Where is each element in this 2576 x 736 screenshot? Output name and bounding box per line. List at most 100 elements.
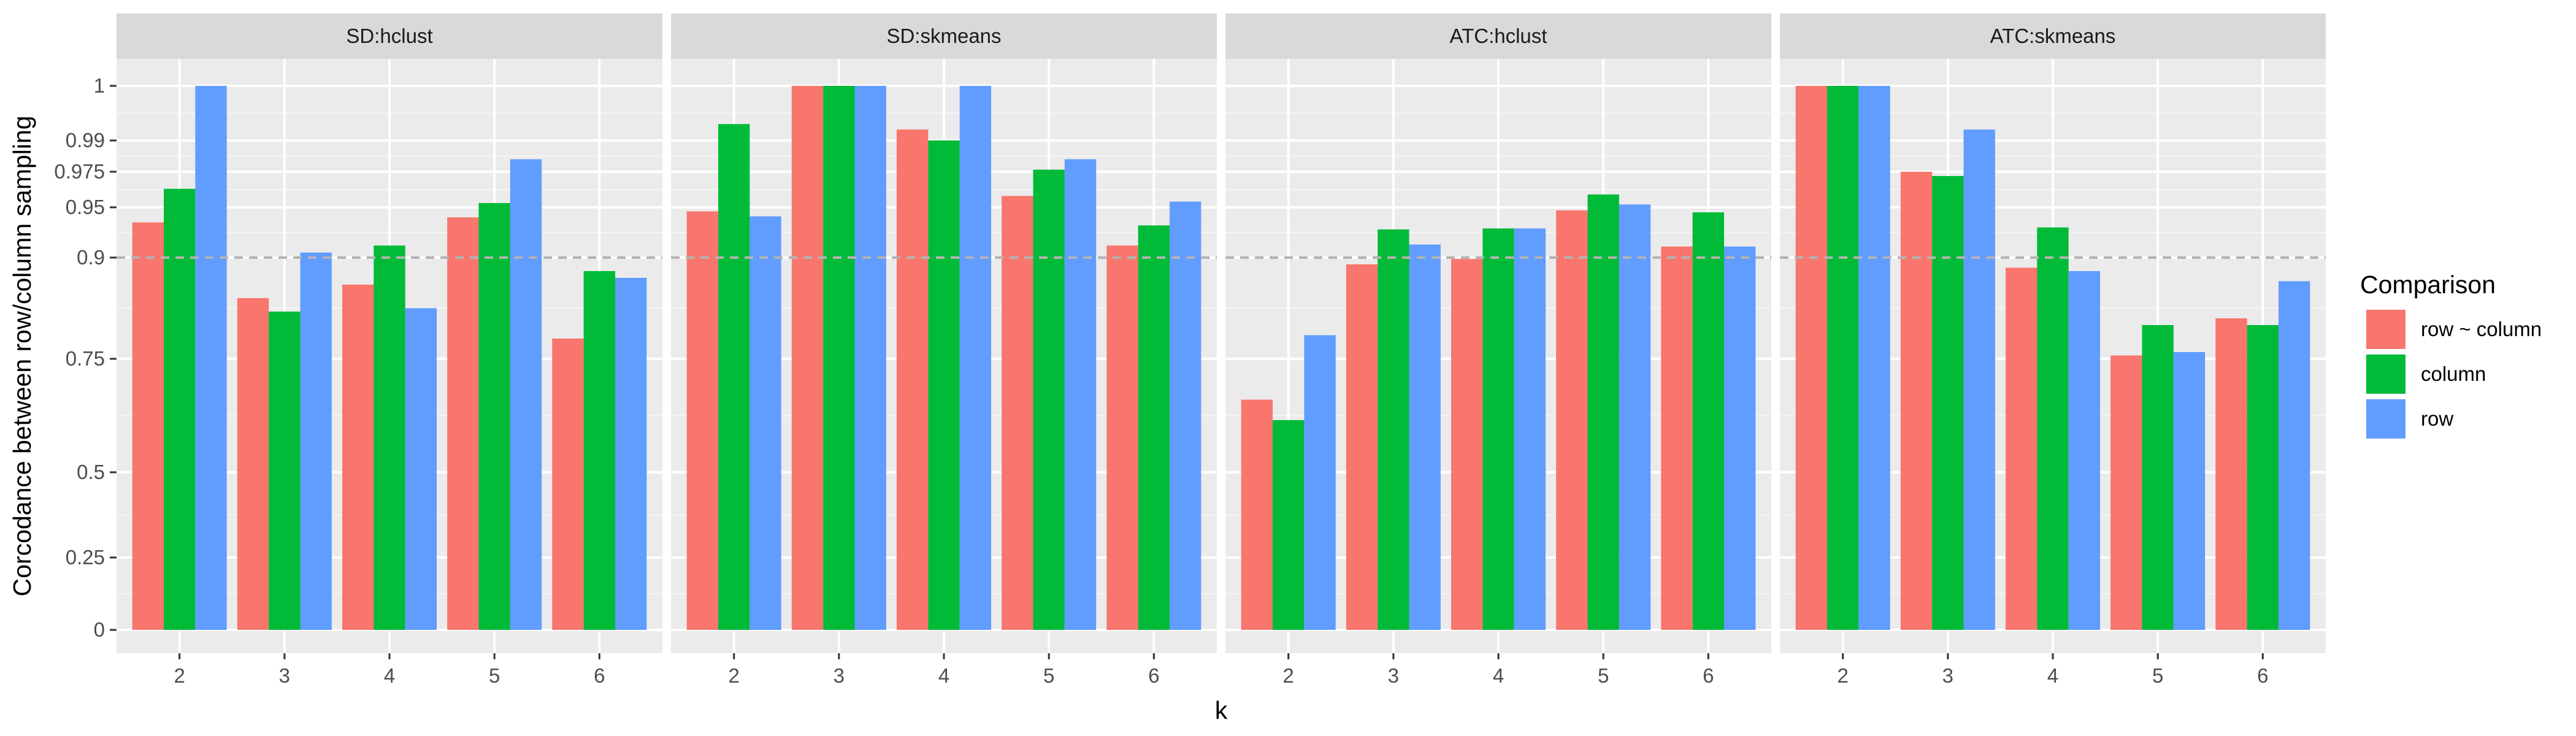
legend-title: Comparison [2360,270,2496,299]
bar [1378,229,1409,631]
x-tick-label: 2 [174,664,185,687]
bar [164,188,196,631]
bar [1900,172,1933,630]
x-tick-label: 3 [279,664,290,687]
x-tick-label: 4 [938,664,949,687]
bar [2068,271,2101,630]
legend: Comparison row ~ column column row [2360,270,2542,439]
bar [1661,246,1693,631]
x-tick-label: 6 [2257,664,2268,687]
y-tick-label: 0.975 [54,160,105,183]
legend-key [2366,399,2405,439]
panel-strip [117,13,662,59]
y-tick-label: 0.99 [66,129,105,151]
x-tick-label: 3 [1388,664,1399,687]
bar [1169,201,1202,631]
y-tick-label: 0 [94,618,105,641]
bar [1692,212,1724,630]
panel-sd-skmeans: SD:skmeans 2 3 4 5 6 [671,13,1217,687]
bar [2215,318,2247,630]
panel-title: ATC:hclust [1450,25,1547,47]
panel-atc-hclust: ATC:hclust 2 3 4 5 6 [1225,13,1771,687]
bar [1106,245,1138,630]
x-tick-label: 2 [1838,664,1849,687]
bar [2110,355,2142,630]
legend-key [2366,355,2405,394]
bar [132,222,164,631]
bar [195,86,227,630]
bar [2142,325,2174,630]
bar [405,308,437,630]
bar [896,129,929,630]
panel-sd-hclust: SD:hclust 2 3 4 5 6 [117,13,662,687]
x-tick-label: 6 [594,664,605,687]
bar [447,217,479,630]
bar [2005,267,2037,630]
panel-atc-skmeans: ATC:skmeans 2 3 4 5 6 [1780,13,2326,687]
bar [1723,246,1756,631]
panel-strip [1780,13,2326,59]
bar [1064,159,1097,631]
bar [1409,244,1441,630]
bar [959,86,992,630]
bar [749,216,781,630]
bar [2037,227,2069,630]
panel-title: SD:hclust [346,25,432,47]
bar [237,298,269,630]
x-axis-title: k [1215,696,1228,724]
x-tick-label: 5 [489,664,500,687]
bar [791,86,824,630]
bar [2278,281,2310,630]
y-tick-label: 0.9 [77,246,105,269]
y-tick-label: 0.75 [66,347,105,370]
bar [1451,259,1483,630]
x-tick-label: 4 [384,664,395,687]
bar [374,245,405,630]
bar [342,285,374,630]
bar [478,203,510,630]
bar [552,339,584,630]
legend-key [2366,310,2405,349]
x-tick-label: 3 [834,664,845,687]
bar [1795,86,1828,630]
bar [510,159,542,631]
x-tick-label: 3 [1942,664,1953,687]
panel-strip [1225,13,1771,59]
x-tick-label: 2 [729,664,740,687]
y-axis-title: Corcodance between row/column sampling [8,116,36,597]
bar [1587,194,1619,630]
x-tick-label: 5 [1043,664,1054,687]
bar [1346,264,1378,630]
y-tick-label: 0.25 [66,546,105,569]
bar [823,86,855,630]
bar [1273,420,1305,630]
bar [1963,129,1995,630]
y-tick-label: 0.5 [77,461,105,483]
bar [1002,196,1033,630]
panel-title: SD:skmeans [886,25,1001,47]
bar [1033,169,1065,631]
bar [718,124,750,631]
x-tick-label: 4 [2047,664,2058,687]
bar [1827,86,1859,630]
bar [583,271,615,630]
bar [1932,175,1964,631]
bar [1556,210,1588,630]
x-tick-label: 6 [1703,664,1714,687]
bar [854,86,886,630]
legend-label: row ~ column [2421,318,2542,340]
y-tick-label: 0.95 [66,196,105,218]
bar [928,140,960,630]
x-tick-label: 5 [1598,664,1609,687]
y-axis: 0 0.25 0.5 0.75 0.9 0.95 0.975 0.99 1 [54,74,117,641]
bar [300,252,332,630]
x-tick-label: 6 [1148,664,1159,687]
bar [1138,225,1170,630]
panel-strip [671,13,1217,59]
bar [1858,86,1890,630]
legend-label: column [2421,362,2486,385]
bar [2173,352,2206,630]
legend-label: row [2421,407,2453,430]
bar [1619,204,1651,630]
